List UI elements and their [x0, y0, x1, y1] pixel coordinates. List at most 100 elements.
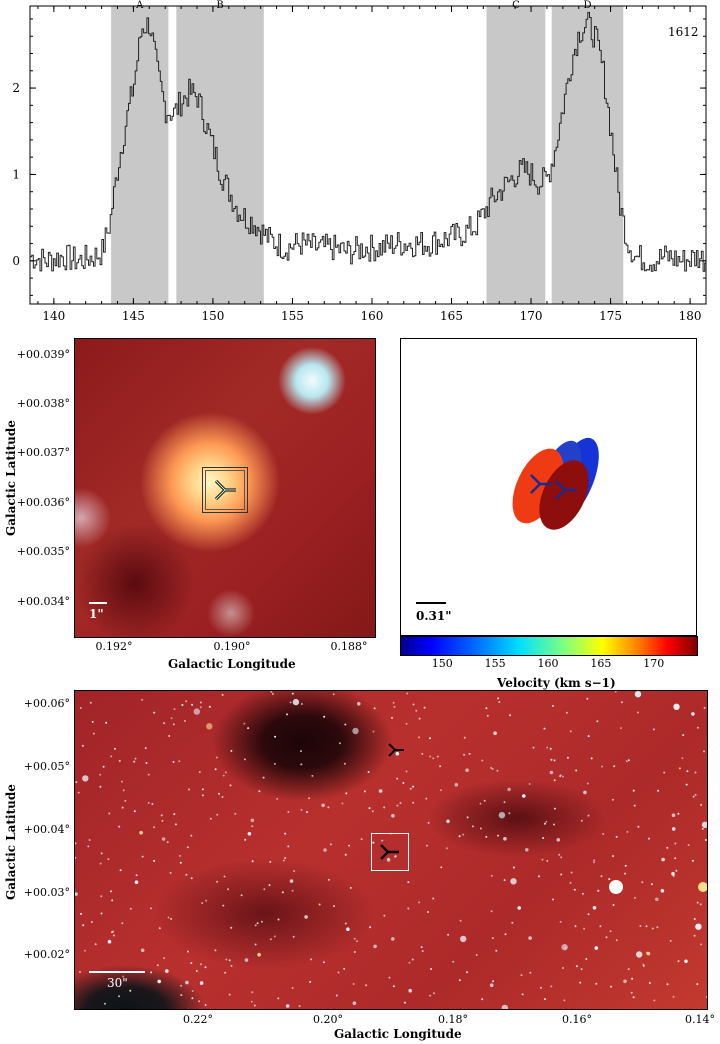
star: [498, 701, 501, 703]
star: [337, 971, 340, 974]
star: [291, 692, 294, 695]
star: [134, 757, 137, 760]
star: [163, 957, 166, 960]
wide-scalebar-label: 30": [107, 976, 128, 990]
star: [612, 904, 615, 906]
star: [615, 939, 618, 942]
star: [490, 910, 493, 913]
star: [191, 990, 194, 992]
star: [426, 911, 429, 913]
star: [625, 760, 628, 763]
zoom-scalebar-line: [89, 602, 107, 604]
wide-x-axis-label: Galactic Longitude: [334, 1027, 462, 1041]
star: [216, 880, 219, 883]
star: [75, 781, 78, 784]
star: [553, 759, 556, 762]
star: [563, 999, 566, 1002]
star: [486, 714, 489, 717]
star: [583, 790, 587, 795]
star: [225, 958, 228, 961]
star: [77, 791, 80, 794]
star: [348, 844, 350, 847]
star: [520, 974, 523, 977]
star: [620, 701, 623, 704]
star: [251, 825, 254, 828]
star: [528, 783, 531, 785]
star: [372, 841, 375, 844]
star: [292, 698, 300, 706]
star: [181, 704, 184, 706]
star: [575, 965, 578, 968]
star: [344, 922, 347, 925]
star: [286, 713, 288, 716]
star: [79, 970, 81, 973]
star: [329, 843, 332, 846]
star: [105, 721, 108, 724]
star: [119, 869, 122, 872]
star: [427, 821, 430, 824]
star: [666, 983, 669, 986]
star: [352, 1001, 357, 1005]
star: [432, 757, 435, 760]
star: [634, 896, 636, 899]
star: [541, 858, 544, 861]
star: [460, 935, 467, 943]
wide-field-image: 30": [74, 690, 708, 1010]
star: [199, 706, 202, 709]
star: [660, 889, 665, 893]
star: [110, 890, 112, 893]
star: [693, 918, 696, 920]
y-tick-label: +00.034°: [16, 595, 70, 608]
star: [546, 746, 549, 749]
star: [415, 709, 418, 712]
star: [260, 920, 263, 923]
star: [671, 871, 675, 876]
star: [432, 897, 435, 900]
star: [458, 835, 461, 838]
star: [193, 708, 200, 715]
star: [341, 802, 344, 805]
star: [323, 848, 327, 852]
velocity-colorbar: [400, 636, 698, 656]
y-tick-group: 0 1 2: [12, 18, 706, 296]
star: [556, 838, 561, 842]
star: [110, 755, 113, 758]
star: [208, 705, 211, 708]
star: [198, 771, 201, 774]
star: [99, 773, 102, 776]
star: [100, 895, 103, 898]
star: [696, 983, 699, 986]
star: [599, 925, 602, 928]
star: [479, 802, 482, 805]
star: [418, 736, 421, 739]
star: [471, 825, 474, 828]
star: [258, 790, 261, 793]
zoom-x-axis-label: Galactic Longitude: [168, 657, 296, 671]
star: [497, 834, 499, 837]
star: [308, 797, 311, 800]
star: [412, 703, 415, 706]
star: [587, 735, 590, 738]
star: [298, 1005, 301, 1008]
star: [641, 881, 644, 884]
star: [587, 913, 590, 916]
star: [118, 825, 121, 828]
maser-symbol-icon: [214, 479, 236, 501]
star: [100, 912, 103, 915]
star: [700, 943, 703, 946]
star: [89, 701, 92, 704]
x-tick-label: 0.192°: [95, 640, 133, 653]
y-tick-label: +00.06°: [23, 697, 70, 710]
star: [613, 765, 616, 768]
star: [394, 855, 397, 858]
star: [671, 813, 676, 817]
star: [169, 871, 172, 874]
star: [569, 730, 572, 733]
star: [517, 906, 521, 910]
star: [395, 751, 400, 756]
star: [639, 925, 642, 927]
star: [575, 769, 578, 772]
star: [158, 927, 161, 930]
star: [179, 854, 181, 857]
